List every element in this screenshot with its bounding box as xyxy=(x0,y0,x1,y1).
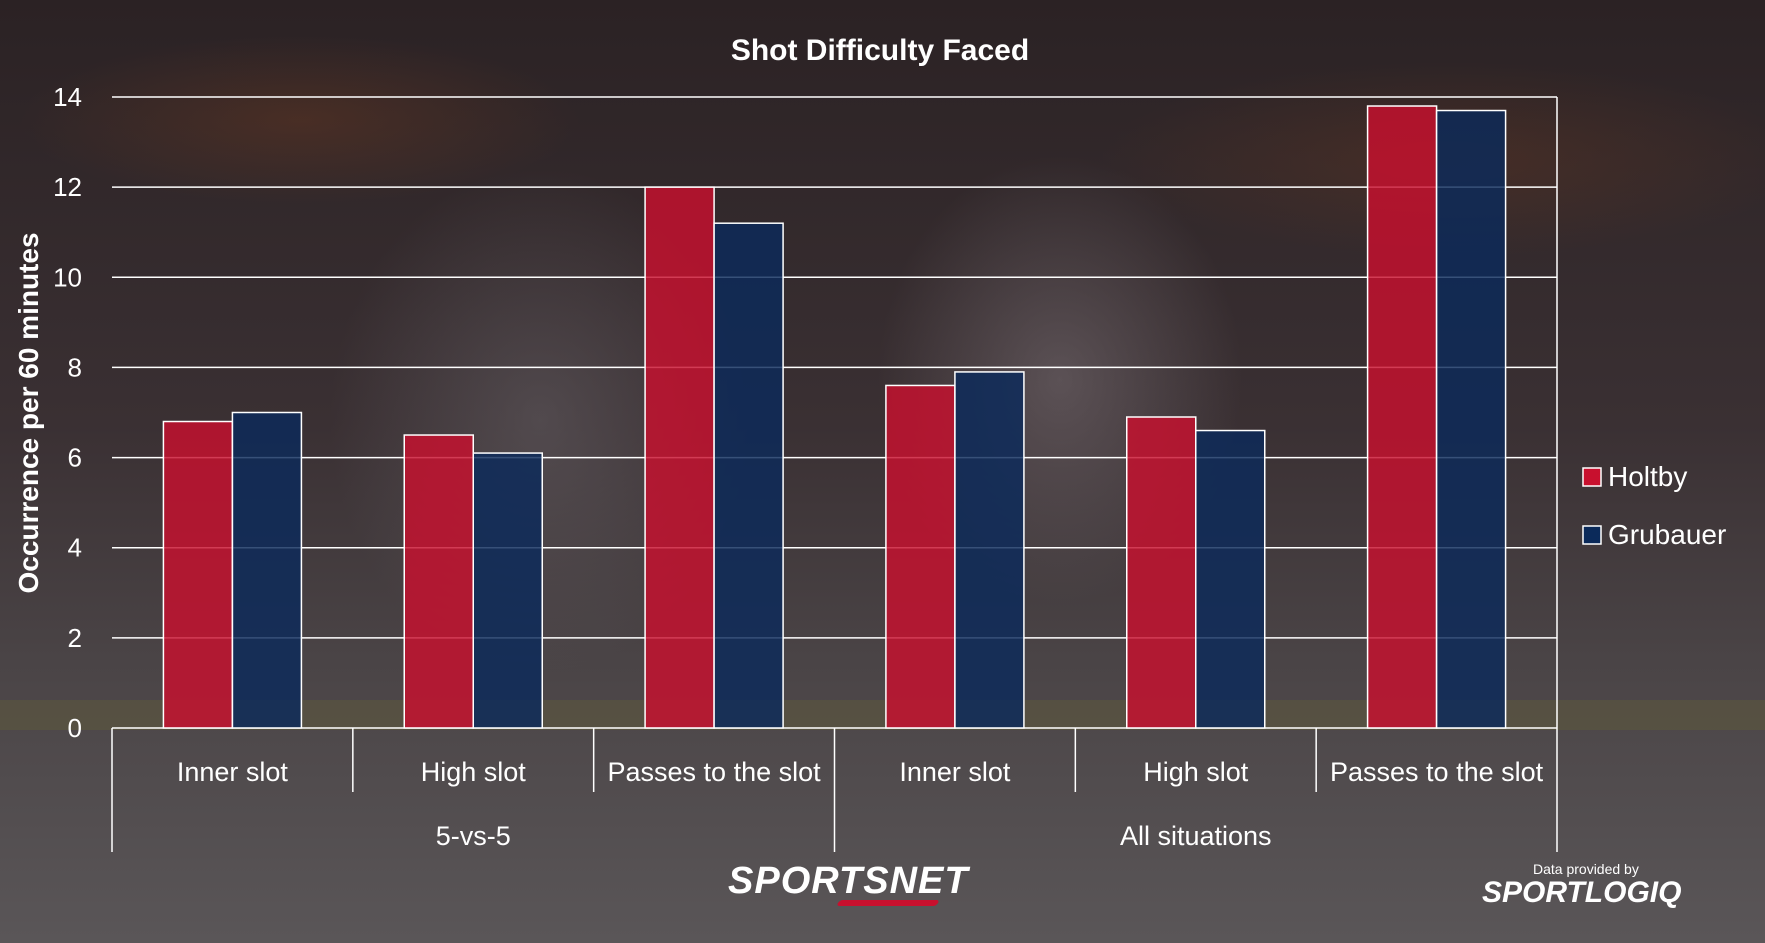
chart-title: Shot Difficulty Faced xyxy=(731,34,1029,67)
x-category-labels: Inner slot High slot Passes to the slot Inn… xyxy=(111,728,1544,852)
bar-holtby-0 xyxy=(162,420,234,729)
bar-grubauer-2 xyxy=(713,222,784,729)
legend-swatch-grubauer xyxy=(1582,525,1602,545)
sportsnet-swoosh-icon xyxy=(836,900,940,906)
x-category-label: Inner slot xyxy=(177,757,289,787)
bar-grubauer-3 xyxy=(954,371,1025,729)
sportsnet-logo-text: SPORTSNET xyxy=(728,860,969,902)
x-group-label: All situations xyxy=(1120,821,1272,851)
data-provided-by: Data provided by xyxy=(1533,861,1639,877)
y-tick-label: 12 xyxy=(53,172,82,202)
sportlogiq-logo: SPORTLOGIQ xyxy=(1482,876,1682,909)
sportsnet-logo: SPORTSNET xyxy=(728,860,969,906)
bars xyxy=(162,105,1507,729)
x-category-label: Passes to the slot xyxy=(608,757,822,787)
legend-swatch-holtby xyxy=(1582,467,1602,487)
bar-holtby-3 xyxy=(885,384,956,729)
gridlines xyxy=(112,96,1558,852)
x-category-label: High slot xyxy=(1143,757,1249,787)
bar-holtby-4 xyxy=(1126,416,1197,729)
x-category-label: Passes to the slot xyxy=(1330,757,1544,787)
y-tick-labels: 0 2 4 6 8 10 12 14 xyxy=(53,82,82,743)
legend-label-holtby: Holtby xyxy=(1608,461,1687,492)
y-tick-label: 8 xyxy=(68,352,82,382)
bar-holtby-2 xyxy=(644,186,715,729)
bar-grubauer-5 xyxy=(1435,109,1507,729)
x-group-labels: 5-vs-5 All situations xyxy=(436,821,1272,851)
y-tick-label: 4 xyxy=(68,533,82,563)
x-category-label: Inner slot xyxy=(899,757,1011,787)
bar-grubauer-4 xyxy=(1195,429,1266,729)
x-group-label: 5-vs-5 xyxy=(436,821,511,851)
bar-holtby-5 xyxy=(1366,105,1438,729)
bar-grubauer-1 xyxy=(472,452,543,729)
y-axis-label: Occurrence per 60 minutes xyxy=(13,232,44,593)
x-category-label: High slot xyxy=(421,757,527,787)
y-tick-label: 0 xyxy=(68,713,82,743)
y-tick-label: 6 xyxy=(68,443,82,473)
y-tick-label: 14 xyxy=(53,82,82,112)
legend: Holtby Grubauer xyxy=(1582,461,1726,550)
legend-label-grubauer: Grubauer xyxy=(1608,519,1726,550)
y-tick-label: 2 xyxy=(68,623,82,653)
y-tick-label: 10 xyxy=(53,262,82,292)
bar-grubauer-0 xyxy=(231,411,303,729)
bar-holtby-1 xyxy=(403,434,474,729)
